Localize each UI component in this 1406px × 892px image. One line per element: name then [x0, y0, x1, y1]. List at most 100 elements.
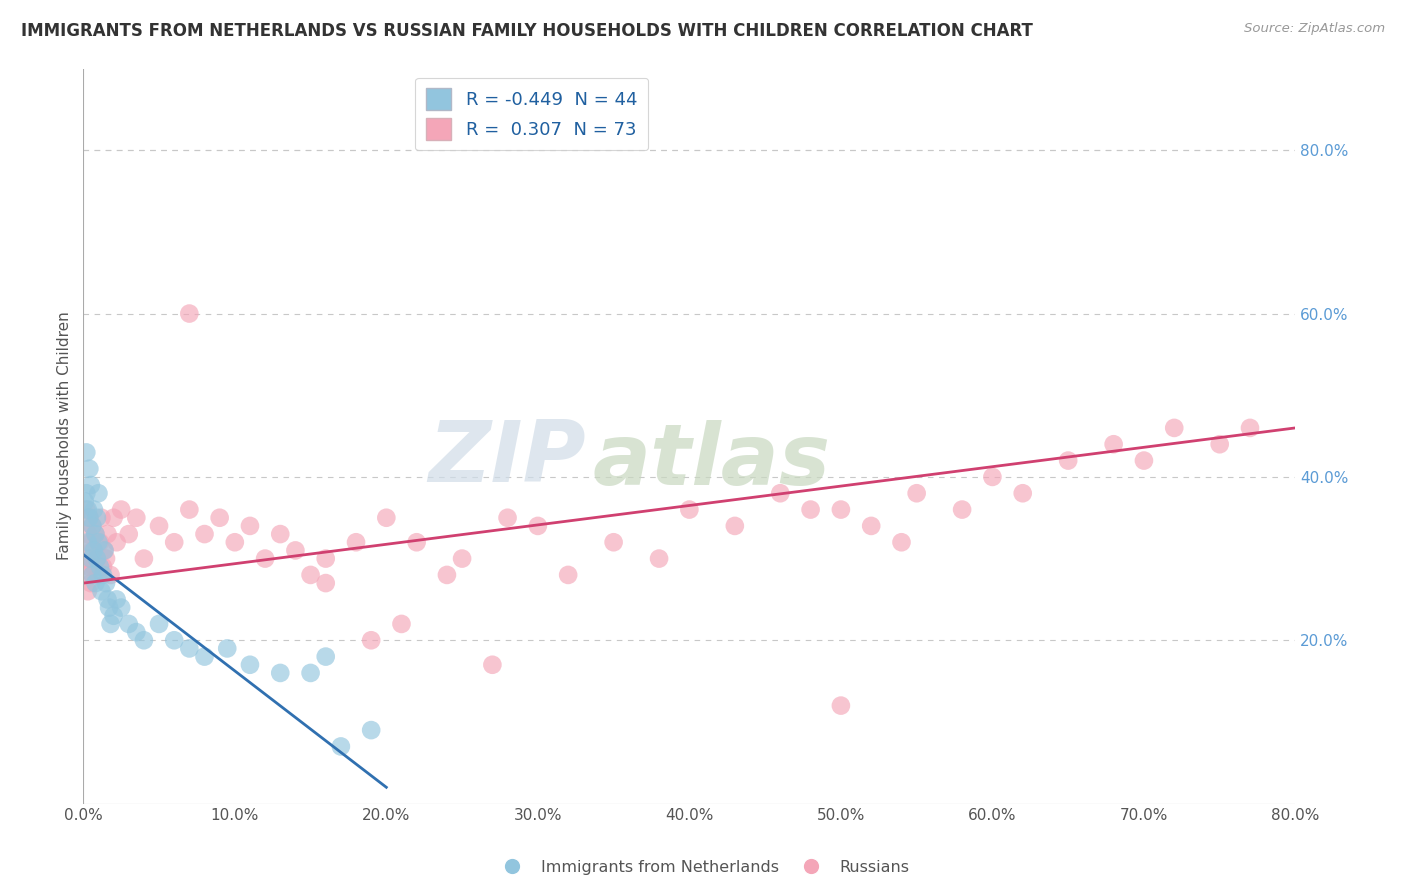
Point — [1163, 421, 1185, 435]
Point — [94, 551, 117, 566]
Point — [481, 657, 503, 672]
Point — [83, 502, 105, 516]
Point — [86, 551, 108, 566]
Point — [163, 535, 186, 549]
Point — [80, 551, 103, 566]
Point — [269, 665, 291, 680]
Point — [193, 527, 215, 541]
Point — [87, 568, 110, 582]
Point — [496, 510, 519, 524]
Point — [76, 535, 98, 549]
Point — [82, 519, 104, 533]
Point — [436, 568, 458, 582]
Point — [860, 519, 883, 533]
Point — [86, 551, 108, 566]
Point — [103, 510, 125, 524]
Point — [800, 502, 823, 516]
Point — [75, 502, 97, 516]
Point — [125, 625, 148, 640]
Point — [83, 559, 105, 574]
Point — [1133, 453, 1156, 467]
Point — [1208, 437, 1230, 451]
Point — [163, 633, 186, 648]
Point — [96, 527, 118, 541]
Point — [890, 535, 912, 549]
Point — [132, 633, 155, 648]
Point — [950, 502, 973, 516]
Point — [284, 543, 307, 558]
Point — [91, 568, 114, 582]
Point — [80, 535, 103, 549]
Point — [830, 698, 852, 713]
Text: atlas: atlas — [592, 420, 831, 503]
Point — [360, 723, 382, 738]
Point — [1057, 453, 1080, 467]
Point — [360, 633, 382, 648]
Point — [329, 739, 352, 754]
Point — [93, 543, 115, 558]
Point — [179, 641, 201, 656]
Point — [86, 510, 108, 524]
Point — [724, 519, 747, 533]
Point — [84, 576, 107, 591]
Point — [100, 616, 122, 631]
Point — [76, 527, 98, 541]
Point — [73, 494, 96, 508]
Legend: R = -0.449  N = 44, R =  0.307  N = 73: R = -0.449 N = 44, R = 0.307 N = 73 — [415, 78, 648, 151]
Point — [90, 510, 112, 524]
Point — [83, 543, 105, 558]
Point — [79, 510, 101, 524]
Point — [557, 568, 579, 582]
Point — [98, 600, 121, 615]
Point — [315, 649, 337, 664]
Point — [193, 649, 215, 664]
Point — [1011, 486, 1033, 500]
Point — [344, 535, 367, 549]
Point — [87, 486, 110, 500]
Point — [179, 502, 201, 516]
Point — [315, 551, 337, 566]
Text: ZIP: ZIP — [429, 417, 586, 500]
Point — [73, 551, 96, 566]
Point — [75, 568, 97, 582]
Point — [769, 486, 792, 500]
Point — [148, 616, 170, 631]
Point — [76, 502, 98, 516]
Point — [132, 551, 155, 566]
Point — [125, 510, 148, 524]
Text: IMMIGRANTS FROM NETHERLANDS VS RUSSIAN FAMILY HOUSEHOLDS WITH CHILDREN CORRELATI: IMMIGRANTS FROM NETHERLANDS VS RUSSIAN F… — [21, 22, 1033, 40]
Point — [76, 584, 98, 599]
Point — [981, 470, 1004, 484]
Point — [79, 559, 101, 574]
Point — [94, 576, 117, 591]
Point — [254, 551, 277, 566]
Point — [84, 527, 107, 541]
Point — [148, 519, 170, 533]
Legend: Immigrants from Netherlands, Russians: Immigrants from Netherlands, Russians — [489, 854, 917, 881]
Point — [103, 608, 125, 623]
Point — [80, 576, 103, 591]
Point — [179, 307, 201, 321]
Point — [678, 502, 700, 516]
Point — [602, 535, 624, 549]
Point — [1239, 421, 1261, 435]
Point — [830, 502, 852, 516]
Point — [110, 502, 132, 516]
Point — [375, 510, 398, 524]
Point — [299, 665, 322, 680]
Point — [84, 527, 107, 541]
Y-axis label: Family Households with Children: Family Households with Children — [58, 311, 72, 560]
Point — [75, 445, 97, 459]
Point — [527, 519, 550, 533]
Point — [110, 600, 132, 615]
Point — [105, 535, 128, 549]
Point — [96, 592, 118, 607]
Point — [89, 559, 111, 574]
Point — [87, 535, 110, 549]
Point — [91, 559, 114, 574]
Point — [224, 535, 246, 549]
Text: Source: ZipAtlas.com: Source: ZipAtlas.com — [1244, 22, 1385, 36]
Point — [217, 641, 239, 656]
Point — [405, 535, 427, 549]
Point — [391, 616, 413, 631]
